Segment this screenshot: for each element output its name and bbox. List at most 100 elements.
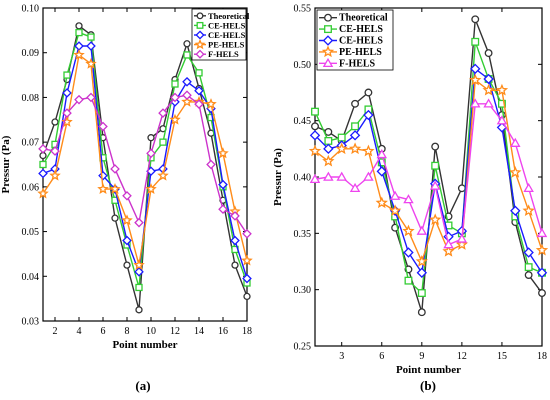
y-tick-label: 0.45: [294, 116, 312, 127]
data-point: [122, 235, 132, 246]
series-4: [38, 90, 252, 239]
data-point: [388, 204, 402, 217]
x-tick-label: 18: [242, 326, 252, 337]
data-point: [146, 148, 156, 159]
data-point: [309, 173, 321, 183]
data-point: [497, 99, 506, 108]
data-point: [484, 49, 493, 58]
data-point: [122, 190, 132, 201]
data-point: [524, 271, 533, 279]
data-point: [62, 108, 72, 118]
series-4: [309, 98, 548, 249]
data-point: [443, 239, 454, 249]
data-point: [416, 225, 428, 235]
data-point: [157, 169, 169, 181]
data-point: [535, 243, 549, 256]
data-point: [403, 194, 414, 204]
data-point: [324, 127, 333, 136]
y-tick-label: 0.08: [22, 93, 40, 104]
series-line: [42, 53, 248, 266]
y-tick-label: 0.55: [294, 4, 312, 15]
data-point: [135, 306, 143, 314]
legend-marker: [194, 38, 206, 50]
x-tick-label: 2: [53, 326, 58, 337]
data-point: [61, 115, 73, 127]
data-point: [495, 83, 509, 96]
data-point: [230, 235, 240, 246]
chart-panel-a: 0.03 0.04 0.05 0.06 0.07 0.08 0.09 0.10 2 4 6 8 10 12…: [0, 4, 253, 393]
data-point: [362, 144, 375, 157]
data-point: [363, 171, 374, 181]
data-point: [111, 214, 119, 222]
data-point: [230, 211, 240, 221]
legend-entry: Theoretical: [208, 11, 250, 21]
y-tick-label: 0.40: [294, 173, 312, 184]
y-tick-label: 0.30: [294, 285, 312, 296]
data-point: [38, 144, 48, 154]
x-axis-label: Point number: [112, 339, 177, 351]
data-point: [349, 130, 361, 141]
data-point: [456, 233, 468, 243]
legend-marker: [322, 57, 334, 68]
data-point: [522, 204, 535, 217]
data-point: [351, 122, 360, 131]
data-point: [181, 95, 193, 107]
data-point: [134, 266, 144, 277]
x-tick-label: 8: [125, 326, 130, 337]
data-point: [110, 164, 120, 174]
data-point: [483, 98, 494, 108]
data-point: [389, 190, 401, 200]
y-tick-label: 0.07: [22, 138, 40, 149]
data-point: [536, 267, 548, 278]
y-tick-label: 0.10: [22, 4, 40, 15]
x-tick-label: 10: [146, 326, 156, 337]
data-point: [75, 28, 83, 37]
x-axis-label: Point number: [396, 364, 461, 376]
data-point: [194, 85, 204, 96]
y-tick-label: 0.04: [22, 272, 40, 283]
data-point: [218, 179, 228, 190]
data-point: [323, 171, 334, 181]
data-point: [62, 88, 72, 98]
data-point: [145, 183, 157, 194]
data-point: [242, 228, 252, 239]
data-point: [429, 180, 441, 190]
legend-entry: PE-HELS: [339, 47, 382, 58]
data-point: [510, 205, 521, 217]
data-point: [376, 149, 388, 159]
data-point: [483, 73, 494, 85]
data-point: [377, 158, 386, 167]
data-point: [98, 121, 108, 132]
data-point: [323, 143, 334, 155]
data-point: [73, 48, 85, 60]
data-point: [337, 133, 346, 142]
data-point: [194, 99, 204, 109]
data-point: [538, 289, 546, 297]
data-point: [242, 273, 252, 284]
data-point: [309, 130, 321, 141]
data-point: [159, 138, 167, 146]
data-point: [469, 73, 482, 86]
data-point: [182, 76, 192, 87]
data-point: [182, 90, 192, 101]
series-line: [314, 103, 543, 246]
legend-marker: [195, 49, 205, 59]
data-point: [231, 261, 239, 269]
data-point: [523, 247, 534, 258]
data-point: [158, 108, 168, 118]
x-tick-label: 6: [379, 351, 384, 362]
data-point: [496, 115, 508, 125]
data-point: [75, 22, 83, 30]
data-point: [403, 247, 414, 258]
y-tick-label: 0.50: [294, 60, 312, 71]
data-point: [135, 283, 143, 292]
x-tick-label: 6: [101, 326, 106, 337]
y-tick-label: 0.25: [294, 342, 312, 353]
data-point: [37, 187, 49, 199]
data-point: [376, 166, 387, 177]
x-tick-label: 16: [218, 326, 228, 337]
subfigure-label: (b): [420, 378, 436, 393]
x-tick-label: 4: [77, 326, 82, 337]
data-point: [363, 109, 374, 121]
y-tick-label: 0.35: [294, 229, 312, 240]
